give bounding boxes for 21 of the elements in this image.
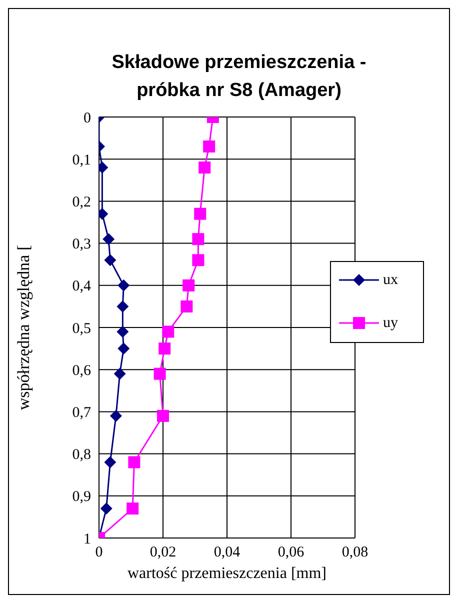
y-axis-title: współrzędna względna [ bbox=[14, 244, 34, 410]
y-tick-label: 0,8 bbox=[72, 447, 91, 464]
y-tick-label: 0,3 bbox=[72, 236, 91, 253]
legend-label: ux bbox=[383, 272, 398, 288]
y-tick-label: 0,2 bbox=[72, 194, 91, 211]
y-tick-label: 0,4 bbox=[72, 278, 92, 295]
y-tick-label: 0,5 bbox=[72, 320, 91, 337]
y-tick-label: 0,6 bbox=[72, 362, 92, 379]
x-tick-label: 0,06 bbox=[278, 544, 305, 561]
y-tick-label: 0,9 bbox=[72, 489, 91, 506]
y-tick-label: 0,7 bbox=[72, 405, 92, 422]
x-tick-label: 0,02 bbox=[150, 544, 176, 561]
chart-title: Składowe przemieszczenia - próbka nr S8 (Amager) bbox=[110, 51, 368, 103]
x-tick-label: 0,04 bbox=[214, 544, 241, 561]
y-tick-label: 0,1 bbox=[72, 152, 91, 168]
x-tick-label: 0,08 bbox=[342, 544, 368, 561]
legend-label: uy bbox=[383, 314, 398, 332]
y-tick-label: 0 bbox=[84, 110, 91, 126]
x-axis-title: wartość przemieszczenia [mm] bbox=[127, 565, 327, 582]
y-tick-label: 1 bbox=[84, 531, 91, 548]
x-tick-label: 0 bbox=[95, 544, 103, 561]
